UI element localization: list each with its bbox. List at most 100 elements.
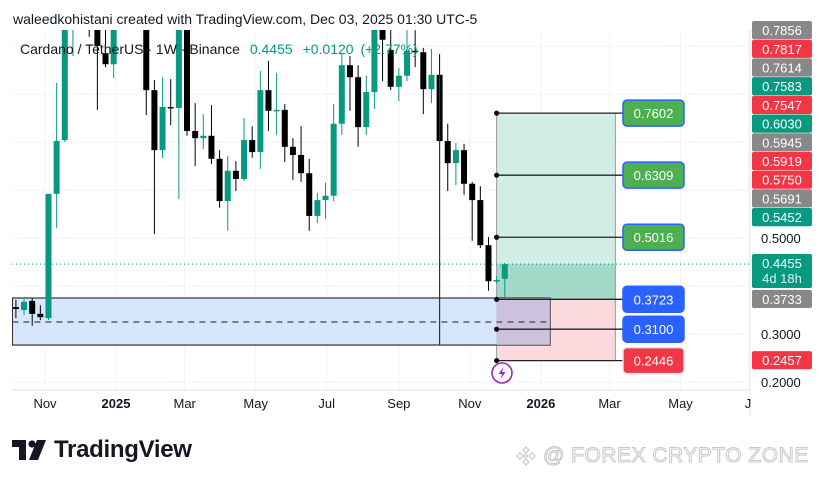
time-tick-label: Nov — [458, 396, 482, 411]
candle-body — [281, 109, 288, 147]
watermark-text: @ FOREX CRYPTO ZONE — [543, 444, 809, 468]
level-label-stop[interactable] — [622, 346, 685, 375]
time-tick-label: J — [745, 396, 752, 411]
candle-body — [102, 53, 109, 65]
candle — [395, 68, 402, 102]
time-tick-label: Mar — [598, 396, 621, 411]
candle — [346, 56, 353, 111]
level-label-target[interactable] — [622, 161, 685, 189]
time-tick-label: Jul — [318, 396, 335, 411]
candle — [12, 299, 19, 319]
candle — [306, 158, 313, 231]
candle-body — [37, 313, 44, 318]
candle-body — [322, 195, 329, 201]
candle-body — [355, 77, 362, 128]
level-handle[interactable] — [494, 326, 500, 332]
candle — [469, 181, 476, 241]
drawings[interactable] — [12, 113, 750, 361]
candle — [216, 150, 223, 208]
level-label-text: 0.5016 — [634, 230, 674, 245]
candle-body — [86, 0, 92, 3]
candle-body — [428, 74, 435, 90]
candle — [363, 75, 370, 135]
candle — [61, 30, 68, 142]
tradingview-logo[interactable]: TradingView — [12, 436, 192, 464]
level-label-entry[interactable] — [622, 315, 685, 343]
price-label-grey — [752, 21, 812, 40]
binance-logo-icon — [516, 446, 536, 466]
candle — [444, 123, 451, 191]
level-handle[interactable] — [494, 234, 500, 240]
candle — [102, 30, 109, 68]
candle-body — [151, 90, 158, 151]
candle — [485, 237, 492, 291]
candle-body — [501, 264, 508, 279]
price-label-up-text: 0.5452 — [762, 210, 802, 225]
level-label-target[interactable] — [622, 223, 685, 251]
candle-body — [241, 140, 248, 179]
price-label-grey — [752, 189, 812, 208]
candle — [257, 70, 264, 169]
candle-body — [346, 65, 353, 78]
level-handle[interactable] — [494, 110, 500, 116]
time-tick-label: 2025 — [102, 396, 131, 411]
candle — [355, 65, 362, 147]
level-handle[interactable] — [494, 357, 500, 364]
candle-body — [29, 300, 36, 314]
candle-body — [127, 0, 133, 8]
candle-body — [12, 307, 19, 310]
candle-body — [306, 173, 313, 216]
candle-body — [461, 150, 468, 184]
level-label-text: 0.3723 — [634, 292, 674, 307]
level-handle[interactable] — [494, 172, 500, 178]
candle — [29, 298, 36, 326]
level-label-target[interactable] — [622, 99, 685, 127]
price-axis[interactable]: 0.5000 0.3000 0.2000 0.7856 0.7817 0.7614 0.75… — [752, 21, 812, 390]
price-label-red — [752, 39, 812, 58]
candle-body — [338, 65, 345, 124]
alert-icon[interactable] — [491, 362, 513, 384]
candle-body — [404, 50, 411, 76]
candle-body — [257, 90, 264, 153]
candle — [265, 60, 272, 131]
level-label-text: 0.2446 — [634, 354, 674, 369]
candle — [379, 30, 386, 82]
candle — [428, 48, 435, 104]
price-label-up — [752, 208, 812, 227]
candle-body — [249, 140, 256, 153]
candle — [21, 298, 28, 315]
candle — [200, 114, 207, 150]
level-label-text: 0.7602 — [634, 106, 674, 121]
level-handle[interactable] — [494, 296, 500, 302]
candle-body — [485, 245, 492, 282]
candle — [371, 30, 378, 109]
level-label-text: 0.6309 — [634, 168, 674, 183]
price-label-grey-text: 0.3733 — [762, 292, 802, 307]
price-label-red — [752, 95, 812, 114]
open-profit-zone — [496, 264, 616, 300]
candle-body — [477, 200, 484, 246]
candle-body — [110, 30, 117, 65]
candle — [37, 305, 44, 321]
candle — [249, 126, 256, 158]
symbol-title: Cardano / TetherUS · 1W · Binance — [20, 41, 240, 57]
price-label-red — [752, 351, 812, 370]
time-axis[interactable]: Nov 2025 Mar May Jul Sep Nov 2026 Mar May J — [33, 396, 751, 411]
candle — [143, 30, 150, 116]
symbol-legend[interactable]: Cardano / TetherUS · 1W · Binance 0.4455… — [20, 41, 418, 57]
candle-body — [175, 30, 182, 108]
candle-body — [21, 301, 28, 310]
candles — [12, 0, 508, 326]
candle — [192, 103, 199, 166]
price-tick-label: 0.5000 — [761, 231, 801, 246]
candle — [72, 30, 74, 57]
candle-body — [265, 90, 272, 111]
candle — [298, 126, 305, 182]
candle-body — [314, 200, 321, 216]
level-label-entry[interactable] — [622, 285, 685, 314]
candle-body — [216, 158, 223, 202]
drawing-lines[interactable]: 0.7602 0.6309 0.5016 0.3723 0.3100 0.2446 — [438, 74, 685, 375]
candle — [159, 77, 166, 158]
time-tick-label: Nov — [33, 396, 57, 411]
